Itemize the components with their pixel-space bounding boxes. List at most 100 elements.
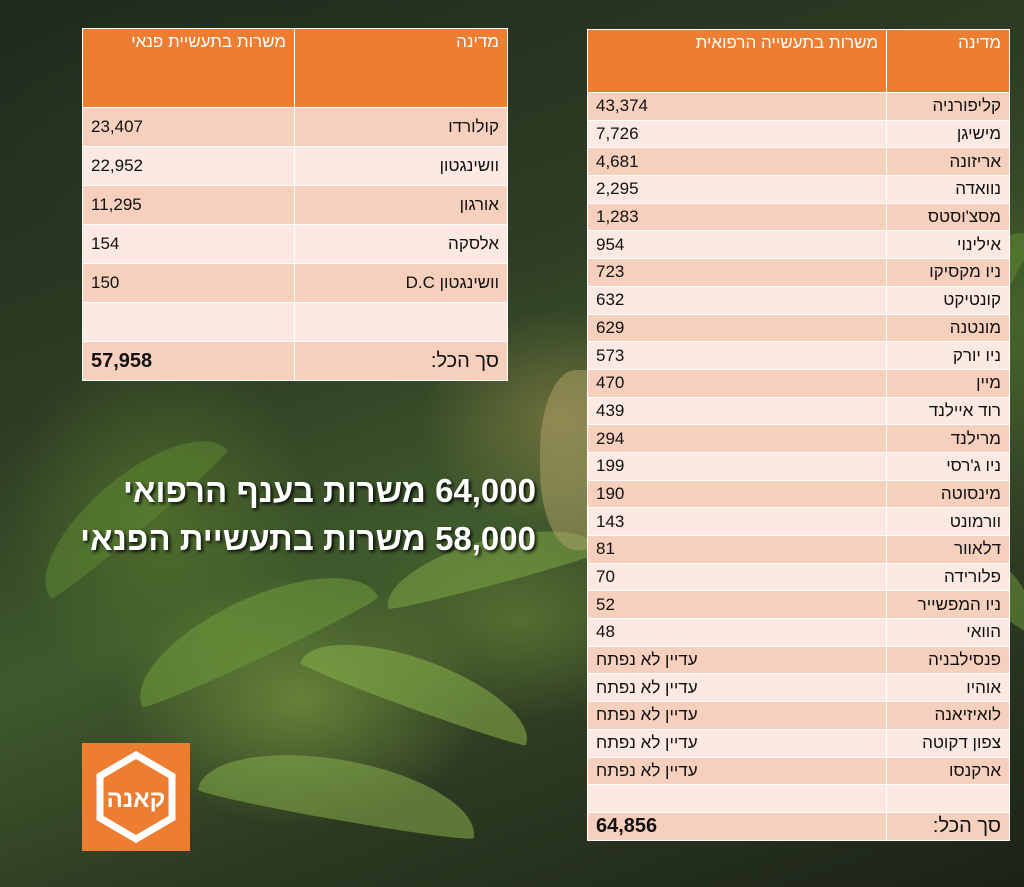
table-row: וושינגטון D.C 150 bbox=[82, 263, 508, 303]
state-cell: לואיזיאנה bbox=[886, 701, 1010, 730]
jobs-cell: 23,407 bbox=[82, 107, 295, 147]
jobs-cell: 43,374 bbox=[587, 92, 887, 121]
column-header-jobs: משרות בתעשיית פנאי bbox=[82, 28, 295, 108]
jobs-cell: 723 bbox=[587, 258, 887, 287]
table-row: אורגון 11,295 bbox=[82, 185, 508, 225]
total-label: סך הכל: bbox=[886, 811, 1010, 841]
state-cell: רוד איילנד bbox=[886, 396, 1010, 426]
jobs-cell: 52 bbox=[587, 590, 887, 620]
table-row: מיין 470 bbox=[587, 368, 1010, 398]
jobs-cell: עדיין לא נפתח bbox=[587, 701, 887, 730]
recreational-jobs-table: מדינה משרות בתעשיית פנאי קולורדו 23,407 ו… bbox=[82, 28, 508, 381]
table-row: מרילנד 294 bbox=[587, 424, 1010, 453]
column-header-state: מדינה bbox=[294, 28, 508, 108]
jobs-cell: 629 bbox=[587, 313, 887, 343]
jobs-cell: 48 bbox=[587, 618, 887, 647]
jobs-cell: 154 bbox=[82, 224, 295, 264]
table-row: הוואי 48 bbox=[587, 618, 1010, 647]
jobs-cell: 7,726 bbox=[587, 119, 887, 149]
state-cell: מינסוטה bbox=[886, 479, 1010, 509]
logo-text: קאנה bbox=[107, 786, 166, 813]
state-cell: נוואדה bbox=[886, 175, 1010, 204]
jobs-cell: 70 bbox=[587, 562, 887, 592]
jobs-cell: 2,295 bbox=[587, 175, 887, 204]
medical-jobs-table: מדינה משרות בתעשייה הרפואית קליפורניה 43,… bbox=[587, 29, 1010, 841]
state-cell: וושינגטון D.C bbox=[294, 263, 508, 303]
total-row: סך הכל: 64,856 bbox=[587, 811, 1010, 841]
table-row: קולורדו 23,407 bbox=[82, 107, 508, 147]
state-cell: קונטיקט bbox=[886, 285, 1010, 315]
table-row: מישיגן 7,726 bbox=[587, 119, 1010, 149]
table-row: ניו ג'רסי 199 bbox=[587, 451, 1010, 481]
state-cell: אורגון bbox=[294, 185, 508, 225]
table-row: קונטיקט 632 bbox=[587, 285, 1010, 315]
state-cell: ניו מקסיקו bbox=[886, 258, 1010, 287]
jobs-cell: 4,681 bbox=[587, 147, 887, 177]
state-cell: אילינוי bbox=[886, 230, 1010, 260]
jobs-cell: 199 bbox=[587, 451, 887, 481]
jobs-cell: 1,283 bbox=[587, 202, 887, 232]
table-header-row: מדינה משרות בתעשיית פנאי bbox=[82, 28, 508, 108]
jobs-cell: 190 bbox=[587, 479, 887, 509]
table-header-row: מדינה משרות בתעשייה הרפואית bbox=[587, 29, 1010, 93]
jobs-cell: 22,952 bbox=[82, 146, 295, 186]
table-row: מונטנה 629 bbox=[587, 313, 1010, 343]
total-label: סך הכל: bbox=[294, 341, 508, 381]
jobs-cell: עדיין לא נפתח bbox=[587, 645, 887, 675]
state-cell bbox=[886, 784, 1010, 813]
table-row: אוהיו עדיין לא נפתח bbox=[587, 673, 1010, 703]
state-cell: מונטנה bbox=[886, 313, 1010, 343]
column-header-jobs: משרות בתעשייה הרפואית bbox=[587, 29, 887, 93]
state-cell: קולורדו bbox=[294, 107, 508, 147]
table-row: מסצ'וסטס 1,283 bbox=[587, 202, 1010, 232]
state-cell: מיין bbox=[886, 368, 1010, 398]
jobs-cell: 143 bbox=[587, 507, 887, 536]
table-row: נוואדה 2,295 bbox=[587, 175, 1010, 204]
state-cell: הוואי bbox=[886, 618, 1010, 647]
table-row: ניו מקסיקו 723 bbox=[587, 258, 1010, 287]
state-cell: וושינגטון bbox=[294, 146, 508, 186]
state-cell: ניו יורק bbox=[886, 341, 1010, 370]
table-row: פלורידה 70 bbox=[587, 562, 1010, 592]
table-row: אריזונה 4,681 bbox=[587, 147, 1010, 177]
total-row: סך הכל: 57,958 bbox=[82, 341, 508, 381]
table-row: ניו יורק 573 bbox=[587, 341, 1010, 370]
headline-medical: 64,000 משרות בענף הרפואי bbox=[123, 472, 536, 509]
state-cell: פנסילבניה bbox=[886, 645, 1010, 675]
jobs-cell: 954 bbox=[587, 230, 887, 260]
background-leaf bbox=[119, 547, 381, 713]
state-cell: מסצ'וסטס bbox=[886, 202, 1010, 232]
state-cell: קליפורניה bbox=[886, 92, 1010, 121]
table-row bbox=[82, 302, 508, 342]
state-cell: מרילנד bbox=[886, 424, 1010, 453]
state-cell bbox=[294, 302, 508, 342]
jobs-cell: עדיין לא נפתח bbox=[587, 728, 887, 758]
state-cell: צפון דקוטה bbox=[886, 728, 1010, 758]
jobs-cell: עדיין לא נפתח bbox=[587, 673, 887, 703]
state-cell: ניו ג'רסי bbox=[886, 451, 1010, 481]
jobs-cell: 573 bbox=[587, 341, 887, 370]
table-row: לואיזיאנה עדיין לא נפתח bbox=[587, 701, 1010, 730]
state-cell: אריזונה bbox=[886, 147, 1010, 177]
jobs-cell: 294 bbox=[587, 424, 887, 453]
jobs-cell: 439 bbox=[587, 396, 887, 426]
jobs-cell bbox=[587, 784, 887, 813]
table-row: קליפורניה 43,374 bbox=[587, 92, 1010, 121]
total-value: 57,958 bbox=[82, 341, 295, 381]
table-row bbox=[587, 784, 1010, 813]
jobs-cell: 632 bbox=[587, 285, 887, 315]
jobs-cell: 81 bbox=[587, 535, 887, 564]
table-row: דלאוור 81 bbox=[587, 535, 1010, 564]
jobs-cell: 11,295 bbox=[82, 185, 295, 225]
state-cell: מישיגן bbox=[886, 119, 1010, 149]
table-row: מינסוטה 190 bbox=[587, 479, 1010, 509]
table-row: וורמונט 143 bbox=[587, 507, 1010, 536]
jobs-cell: 150 bbox=[82, 263, 295, 303]
state-cell: אוהיו bbox=[886, 673, 1010, 703]
table-row: צפון דקוטה עדיין לא נפתח bbox=[587, 728, 1010, 758]
state-cell: וורמונט bbox=[886, 507, 1010, 536]
table-row: ניו המפשייר 52 bbox=[587, 590, 1010, 620]
state-cell: פלורידה bbox=[886, 562, 1010, 592]
table-row: אילינוי 954 bbox=[587, 230, 1010, 260]
state-cell: ניו המפשייר bbox=[886, 590, 1010, 620]
